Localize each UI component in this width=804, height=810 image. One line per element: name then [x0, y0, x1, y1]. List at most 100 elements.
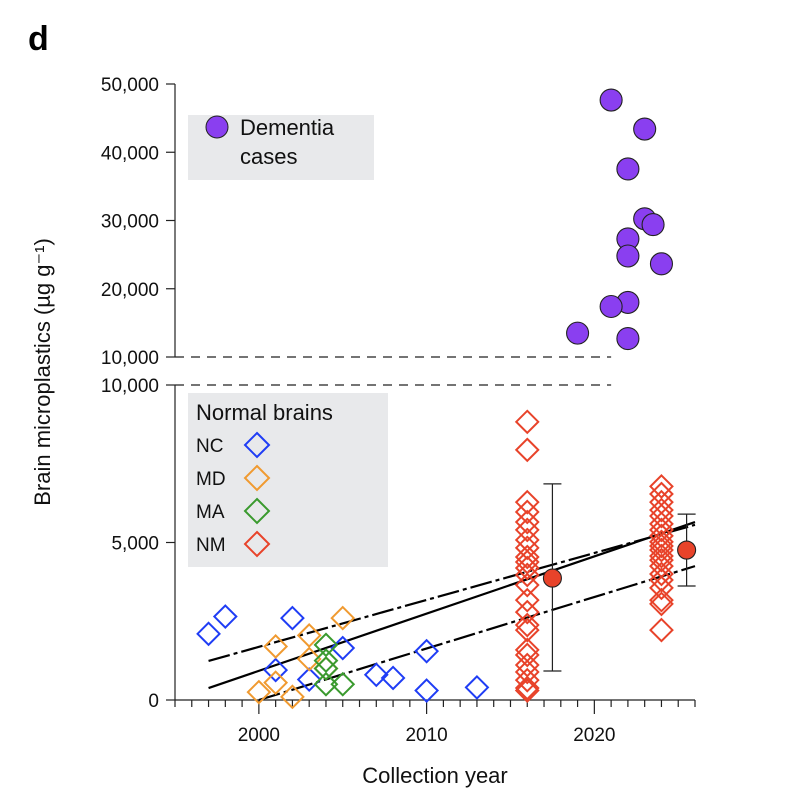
regression-ci-upper	[208, 523, 696, 662]
normal-legend-box	[188, 393, 388, 567]
dementia-legend-marker	[205, 115, 229, 139]
mean-point	[677, 540, 697, 560]
normal-legend: Normal brains NC MD MA NM	[196, 400, 333, 558]
point-nc	[363, 662, 389, 688]
point-nc	[380, 665, 406, 691]
legend-marker-nm	[243, 530, 271, 558]
point-nm	[649, 481, 674, 507]
point-nc	[464, 674, 490, 700]
lower-y-tick-label: 10,000	[101, 376, 159, 397]
legend-marker-ma	[243, 497, 271, 525]
point-nm	[514, 489, 540, 515]
point-nm	[649, 489, 674, 515]
point-md	[280, 684, 305, 710]
point-nm	[514, 437, 540, 463]
x-axis-title: Collection year	[362, 763, 508, 788]
point-ma	[313, 648, 339, 674]
point-nm	[514, 499, 540, 525]
dementia-point	[616, 157, 640, 181]
y-axis-title: Brain microplastics (µg g⁻¹)	[30, 238, 55, 506]
point-nc	[196, 621, 221, 647]
dementia-point	[649, 252, 674, 276]
point-nc	[414, 678, 440, 703]
point-ma	[313, 656, 339, 681]
legend-label-nm: NM	[196, 535, 226, 556]
point-md	[330, 605, 356, 631]
dementia-point	[599, 294, 623, 319]
point-ma	[313, 671, 339, 697]
upper-y-tick-label: 40,000	[101, 143, 159, 164]
dementia-legend: Dementia cases	[205, 115, 335, 169]
point-nm	[514, 509, 540, 535]
dementia-point	[566, 321, 590, 345]
point-nm	[514, 642, 540, 668]
dementia-point	[599, 88, 623, 112]
point-nm	[514, 555, 540, 581]
point-nm	[649, 547, 674, 573]
point-nm	[649, 529, 674, 555]
point-nm	[514, 599, 540, 625]
point-nc	[296, 667, 322, 692]
dementia-point	[641, 213, 665, 237]
point-nc	[414, 638, 440, 664]
point-md	[263, 670, 289, 696]
point-nm	[649, 543, 674, 569]
point-nm	[514, 544, 540, 570]
lower-y-tick-label: 0	[148, 691, 159, 712]
dementia-legend-label-2: cases	[240, 144, 297, 169]
dementia-legend-label-1: Dementia	[240, 115, 335, 140]
legend-marker-md	[243, 464, 271, 492]
point-nm	[514, 562, 540, 588]
point-nm	[514, 617, 540, 643]
upper-y-tick-label: 50,000	[101, 75, 159, 96]
point-nm	[649, 591, 674, 617]
regression-fit-line	[208, 520, 696, 690]
point-nm	[514, 659, 540, 685]
upper-y-tick-label: 10,000	[101, 348, 159, 369]
point-nm	[649, 503, 674, 529]
point-md	[296, 646, 322, 672]
point-md	[296, 623, 322, 648]
point-nc	[212, 604, 238, 629]
group-means	[542, 483, 697, 672]
mean-point	[542, 568, 562, 588]
lower-y-tick-label: 5,000	[111, 534, 159, 555]
point-nm	[514, 535, 540, 561]
point-ma	[330, 671, 356, 697]
point-nm	[649, 523, 674, 549]
point-nm	[514, 675, 540, 701]
point-nm	[514, 587, 540, 613]
point-nm	[649, 497, 674, 523]
point-nm	[649, 474, 674, 499]
point-nm	[649, 575, 674, 601]
upper-y-tick-label: 30,000	[101, 212, 159, 233]
point-md	[263, 634, 289, 659]
point-nm	[514, 409, 540, 435]
panel-label: d	[28, 20, 49, 58]
x-tick-label: 2000	[238, 725, 280, 746]
legend-label-nc: NC	[196, 436, 223, 457]
legend-marker-nc	[243, 431, 271, 459]
dementia-point	[616, 244, 640, 268]
point-nm	[649, 517, 674, 543]
point-nc	[263, 657, 289, 683]
upper-y-tick-label: 20,000	[101, 280, 159, 301]
point-nm	[514, 572, 540, 598]
legend-label-ma: MA	[196, 502, 225, 523]
point-nm	[514, 517, 540, 543]
point-nm	[649, 567, 674, 593]
point-nm	[514, 678, 540, 703]
x-tick-label: 2010	[405, 725, 447, 746]
x-tick-label: 2020	[573, 725, 615, 746]
point-ma	[313, 632, 339, 658]
point-nc	[280, 605, 305, 631]
dementia-point	[616, 327, 640, 351]
data-points	[196, 88, 674, 710]
dementia-point	[633, 117, 657, 141]
normal-legend-title: Normal brains	[196, 400, 333, 425]
point-nm	[649, 537, 674, 563]
point-nm	[514, 667, 540, 693]
legend-label-md: MD	[196, 469, 226, 490]
point-nm	[649, 617, 674, 643]
